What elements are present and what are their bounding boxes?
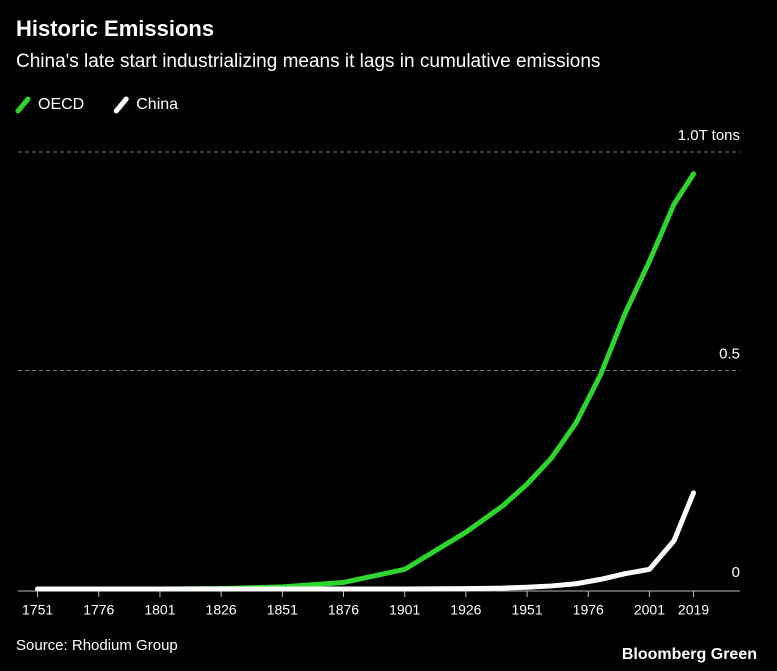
legend-label: China <box>136 96 178 113</box>
x-tick-label: 1826 <box>206 602 237 618</box>
y-tick-label: 0.5 <box>719 345 740 362</box>
legend-label: OECD <box>38 96 84 113</box>
legend-swatch <box>15 96 31 114</box>
series-line <box>35 490 696 592</box>
chart-subtitle: China's late start industrializing means… <box>16 51 600 72</box>
x-tick-label: 1901 <box>389 602 420 618</box>
x-tick-label: 1926 <box>450 602 481 618</box>
x-tick-label: 1751 <box>22 602 53 618</box>
x-tick-label: 1976 <box>573 602 604 618</box>
x-tick-label: 2001 <box>634 602 665 618</box>
source: Source: Rhodium Group <box>16 637 178 654</box>
x-tick-label: 1801 <box>144 602 175 618</box>
legend-swatch <box>113 96 129 114</box>
credit: Bloomberg Green <box>622 646 757 663</box>
chart-title: Historic Emissions <box>16 16 214 41</box>
x-tick-label: 1951 <box>511 602 542 618</box>
x-tick-label: 1776 <box>83 602 114 618</box>
x-tick-label: 1851 <box>267 602 298 618</box>
series-line <box>35 171 696 592</box>
x-tick-label: 2019 <box>678 602 709 618</box>
y-tick-label: 1.0T tons <box>678 127 740 144</box>
y-tick-label: 0 <box>732 564 740 581</box>
x-tick-label: 1876 <box>328 602 359 618</box>
